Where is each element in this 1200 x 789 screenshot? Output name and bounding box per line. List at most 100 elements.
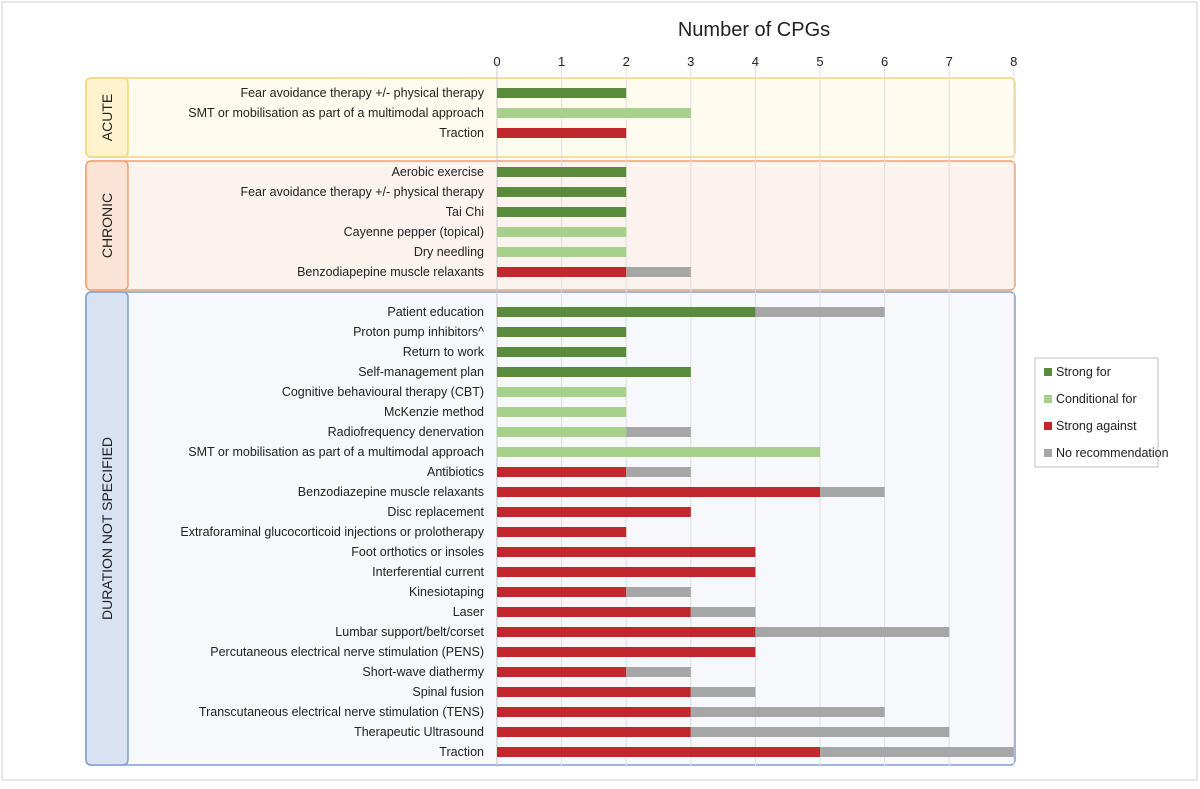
row-label-2-21: Therapeutic Ultrasound	[354, 725, 484, 739]
axis-layer: Number of CPGs 0 1 2 3 4 5 6 7 8	[493, 19, 1017, 69]
bar-1-5-s2	[497, 267, 627, 277]
row-label-1-5: Benzodiapepine muscle relaxants	[297, 265, 484, 279]
group-label-0: ACUTE	[99, 94, 115, 141]
row-label-2-20: Transcutaneous electrical nerve stimulat…	[199, 705, 484, 719]
bar-2-1-s0	[497, 327, 627, 337]
row-label-2-12: Foot orthotics or insoles	[351, 545, 484, 559]
x-tick-label-2: 2	[623, 54, 630, 69]
bar-2-13-s2	[497, 567, 756, 577]
row-label-2-4: Cognitive behavioural therapy (CBT)	[282, 385, 484, 399]
row-label-0-2: Traction	[439, 126, 484, 140]
group-tab-2	[85, 291, 129, 766]
x-tick-label-4: 4	[752, 54, 759, 69]
bar-1-4-s1	[497, 247, 627, 257]
chart-title: Number of CPGs	[678, 19, 830, 41]
bar-2-17-s2	[497, 647, 756, 657]
x-tick-label-0: 0	[493, 54, 500, 69]
row-label-2-22: Traction	[439, 745, 484, 759]
bar-2-5-s1	[497, 407, 627, 417]
bar-2-19-s3	[690, 687, 756, 697]
legend-swatch-0	[1044, 368, 1052, 376]
bar-2-14-s3	[626, 587, 691, 597]
bar-2-18-s3	[626, 667, 691, 677]
bar-2-20-s2	[497, 707, 691, 717]
group-label-1: CHRONIC	[99, 193, 115, 258]
bar-2-2-s0	[497, 347, 627, 357]
bar-2-4-s1	[497, 387, 627, 397]
legend-box	[1034, 357, 1159, 468]
row-label-2-11: Extraforaminal glucocorticoid injections…	[180, 525, 484, 539]
row-label-2-9: Benzodiazepine muscle relaxants	[298, 485, 484, 499]
bar-2-22-s2	[497, 747, 820, 757]
bar-2-22-s3	[820, 747, 1014, 757]
legend-label-1: Conditional for	[1056, 392, 1137, 406]
bar-2-21-s3	[690, 727, 950, 737]
legend-label-2: Strong against	[1056, 419, 1137, 433]
bar-1-1-s0	[497, 187, 627, 197]
legend-label-3: No recommendation	[1056, 446, 1169, 460]
bar-2-15-s3	[690, 607, 756, 617]
row-label-2-13: Interferential current	[372, 565, 484, 579]
row-label-2-5: McKenzie method	[384, 405, 484, 419]
bar-1-5-s3	[626, 267, 691, 277]
bar-2-6-s3	[626, 427, 691, 437]
bar-2-21-s2	[497, 727, 691, 737]
bar-2-15-s2	[497, 607, 691, 617]
bar-1-0-s0	[497, 167, 627, 177]
bars-layer	[497, 88, 1014, 757]
bar-2-8-s2	[497, 467, 627, 477]
group-label-2: DURATION NOT SPECIFIED	[99, 437, 115, 620]
bar-0-2-s2	[497, 128, 627, 138]
bar-2-8-s3	[626, 467, 691, 477]
row-label-2-7: SMT or mobilisation as part of a multimo…	[188, 445, 484, 459]
bar-2-19-s2	[497, 687, 691, 697]
bar-2-12-s2	[497, 547, 756, 557]
row-label-1-1: Fear avoidance therapy +/- physical ther…	[240, 185, 484, 199]
bar-2-7-s1	[497, 447, 820, 457]
row-label-1-4: Dry needling	[414, 245, 484, 259]
row-label-2-3: Self-management plan	[358, 365, 484, 379]
bar-1-2-s0	[497, 207, 627, 217]
x-tick-label-1: 1	[558, 54, 565, 69]
legend-layer: Strong for Conditional for Strong against N…	[1034, 357, 1169, 468]
bar-1-3-s1	[497, 227, 627, 237]
legend-swatch-2	[1044, 422, 1052, 430]
bar-0-0-s0	[497, 88, 627, 98]
row-label-2-16: Lumbar support/belt/corset	[335, 625, 484, 639]
legend-label-0: Strong for	[1056, 365, 1111, 379]
bar-2-11-s2	[497, 527, 627, 537]
row-label-2-14: Kinesiotaping	[409, 585, 484, 599]
row-label-2-0: Patient education	[387, 305, 484, 319]
legend-swatch-1	[1044, 395, 1052, 403]
row-label-2-19: Spinal fusion	[412, 685, 484, 699]
x-tick-label-6: 6	[881, 54, 888, 69]
row-label-2-17: Percutaneous electrical nerve stimulatio…	[210, 645, 484, 659]
bar-2-0-s0	[497, 307, 756, 317]
group-tab-0	[85, 77, 129, 158]
row-label-2-18: Short-wave diathermy	[362, 665, 484, 679]
bar-2-3-s0	[497, 367, 691, 377]
bar-2-9-s3	[820, 487, 885, 497]
legend-swatch-3	[1044, 449, 1052, 457]
row-label-2-8: Antibiotics	[427, 465, 484, 479]
bar-2-16-s2	[497, 627, 756, 637]
x-tick-label-5: 5	[816, 54, 823, 69]
group-tab-1	[85, 160, 129, 291]
panels-layer: ACUTE CHRONIC DURATION NOT SPECIFIED	[85, 77, 1016, 766]
row-label-0-0: Fear avoidance therapy +/- physical ther…	[240, 86, 484, 100]
row-label-2-6: Radiofrequency denervation	[328, 425, 484, 439]
bar-2-20-s3	[690, 707, 885, 717]
row-label-1-2: Tai Chi	[446, 205, 484, 219]
row-label-2-1: Proton pump inhibitors^	[353, 325, 484, 339]
bar-2-10-s2	[497, 507, 691, 517]
bar-2-9-s2	[497, 487, 820, 497]
x-tick-label-7: 7	[946, 54, 953, 69]
bar-2-16-s3	[755, 627, 950, 637]
x-tick-label-3: 3	[687, 54, 694, 69]
row-label-2-10: Disc replacement	[387, 505, 484, 519]
row-label-1-0: Aerobic exercise	[392, 165, 484, 179]
row-label-2-2: Return to work	[403, 345, 485, 359]
labels-layer: Fear avoidance therapy +/- physical ther…	[180, 86, 484, 759]
